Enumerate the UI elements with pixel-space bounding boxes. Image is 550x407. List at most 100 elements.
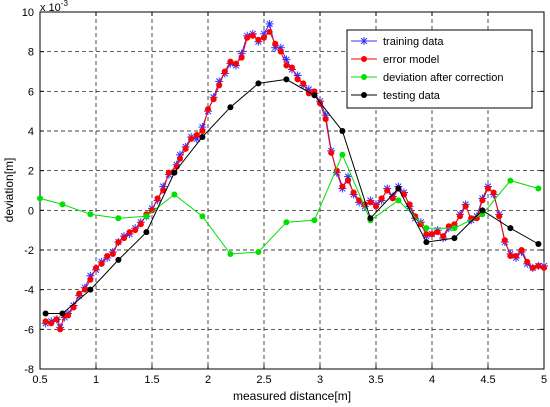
data-point bbox=[496, 213, 503, 220]
data-point bbox=[59, 201, 66, 208]
y-axis-ticks: -8 -6 -4 -2 0 2 4 6 8 10 bbox=[22, 7, 544, 376]
data-point bbox=[451, 225, 458, 232]
data-point bbox=[283, 219, 290, 226]
data-point bbox=[423, 225, 430, 232]
data-point bbox=[109, 250, 116, 257]
series-deviation-after-correction bbox=[37, 151, 542, 257]
data-point bbox=[126, 229, 133, 236]
data-point bbox=[513, 252, 519, 259]
data-point bbox=[367, 215, 374, 222]
data-point bbox=[345, 177, 351, 184]
data-point bbox=[406, 201, 413, 208]
y-tick-label: -6 bbox=[24, 324, 34, 336]
data-point bbox=[479, 207, 486, 214]
data-point bbox=[199, 133, 206, 140]
data-point bbox=[205, 106, 211, 113]
y-tick-label: -2 bbox=[24, 245, 34, 257]
data-point bbox=[143, 213, 150, 220]
data-point bbox=[457, 213, 463, 220]
x-axis-ticks: 0.5 1 1.5 2 2.5 3 3.5 4 4.5 5 bbox=[32, 12, 547, 386]
y-tick-label: 4 bbox=[28, 126, 34, 138]
data-point bbox=[501, 237, 508, 244]
data-point bbox=[289, 64, 295, 71]
data-point bbox=[42, 310, 49, 317]
x-tick-label: 4.5 bbox=[480, 374, 495, 386]
data-point bbox=[350, 189, 357, 196]
data-point bbox=[395, 185, 402, 192]
data-point bbox=[227, 58, 234, 65]
x-tick-label: 4 bbox=[429, 374, 435, 386]
data-point bbox=[42, 318, 49, 325]
x-tick-label: 3 bbox=[317, 374, 323, 386]
data-point bbox=[115, 239, 122, 246]
data-point bbox=[87, 286, 94, 293]
data-point bbox=[149, 207, 155, 214]
data-point bbox=[261, 34, 267, 41]
data-point bbox=[160, 187, 167, 194]
series-error-model bbox=[42, 28, 547, 333]
data-point bbox=[518, 247, 525, 253]
data-point bbox=[121, 235, 127, 242]
data-point bbox=[104, 252, 111, 259]
data-point bbox=[182, 145, 189, 152]
legend-label: training data bbox=[383, 36, 444, 48]
y-tick-label: 6 bbox=[28, 86, 34, 98]
x-tick-label: 0.5 bbox=[32, 374, 47, 386]
data-point bbox=[462, 203, 469, 210]
data-point bbox=[233, 60, 239, 67]
data-point bbox=[356, 197, 363, 204]
data-point bbox=[367, 199, 374, 206]
data-point bbox=[429, 231, 435, 238]
data-point bbox=[87, 276, 94, 283]
x-tick-label: 2.5 bbox=[256, 374, 271, 386]
data-point bbox=[272, 40, 279, 47]
data-point bbox=[132, 227, 139, 234]
data-point bbox=[70, 304, 77, 311]
data-point bbox=[373, 203, 379, 210]
data-point bbox=[490, 189, 497, 196]
data-point bbox=[294, 76, 301, 83]
data-point bbox=[417, 221, 424, 228]
legend-label: deviation after correction bbox=[383, 72, 503, 84]
data-point bbox=[339, 183, 346, 190]
data-point bbox=[221, 68, 228, 75]
data-point bbox=[249, 32, 256, 39]
data-point bbox=[137, 221, 144, 228]
data-point bbox=[37, 195, 43, 202]
data-point bbox=[227, 250, 234, 257]
data-point bbox=[529, 264, 536, 271]
data-point bbox=[311, 217, 318, 224]
data-point bbox=[395, 197, 402, 204]
data-point bbox=[76, 290, 83, 297]
series-layer bbox=[37, 19, 548, 333]
legend: training data error model deviation after … bbox=[346, 29, 533, 109]
legend-item-training-data: training data bbox=[351, 36, 444, 48]
y-tick-label: 2 bbox=[28, 166, 34, 178]
data-point bbox=[53, 316, 60, 323]
x-tick-label: 3.5 bbox=[368, 374, 383, 386]
y-tick-label: 8 bbox=[28, 47, 34, 59]
data-point bbox=[255, 80, 262, 87]
data-point bbox=[171, 169, 178, 176]
data-point bbox=[255, 248, 262, 255]
legend-marker bbox=[361, 74, 367, 80]
data-point bbox=[300, 80, 307, 87]
data-point bbox=[322, 116, 329, 123]
data-point bbox=[283, 76, 290, 83]
scale-exponent-label: x 10-3 bbox=[40, 0, 68, 14]
data-point bbox=[524, 258, 531, 265]
x-tick-label: 1 bbox=[93, 374, 99, 386]
data-point bbox=[143, 229, 150, 236]
data-point bbox=[57, 326, 64, 333]
grid bbox=[40, 12, 544, 369]
data-point bbox=[389, 195, 396, 202]
data-point bbox=[199, 128, 206, 134]
y-tick-label: 0 bbox=[28, 205, 34, 217]
data-point bbox=[115, 215, 122, 222]
data-point bbox=[255, 36, 262, 43]
legend-marker bbox=[361, 92, 367, 98]
legend-marker bbox=[361, 56, 367, 62]
legend-item-testing-data: testing data bbox=[351, 90, 441, 102]
data-point bbox=[93, 264, 99, 271]
